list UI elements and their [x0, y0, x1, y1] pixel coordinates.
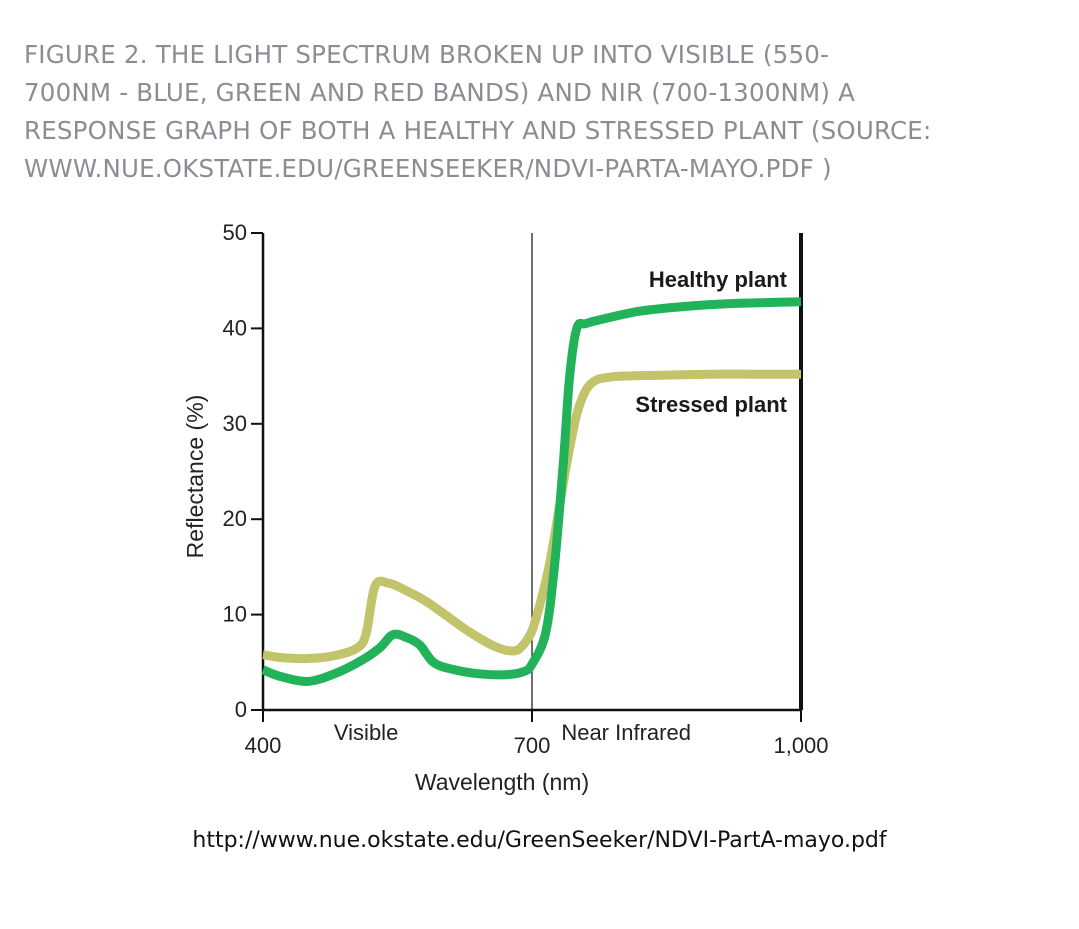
region-label: Visible — [334, 720, 398, 745]
stressed-plant-line — [262, 369, 801, 664]
x-tick-label: 400 — [245, 733, 282, 758]
y-tick-label: 10 — [223, 602, 247, 627]
x-tick-label: 700 — [514, 733, 551, 758]
y-axis-title: Reflectance (%) — [182, 395, 208, 559]
caption-line: 700NM - BLUE, GREEN AND RED BANDS) AND N… — [24, 78, 856, 107]
y-tick-label: 50 — [223, 220, 247, 245]
caption-line: RESPONSE GRAPH OF BOTH A HEALTHY AND STR… — [24, 116, 932, 145]
source-url: http://www.nue.okstate.edu/GreenSeeker/N… — [192, 828, 887, 853]
x-axis-title: Wavelength (nm) — [415, 769, 589, 795]
x-tick-label: 1,000 — [773, 733, 828, 758]
region-label: Near Infrared — [561, 720, 691, 745]
healthy-plant-line — [261, 297, 802, 686]
y-tick-label: 0 — [235, 697, 247, 722]
y-tick-label: 40 — [223, 315, 247, 340]
y-tick-label: 20 — [223, 506, 247, 531]
healthy-plant-label: Healthy plant — [649, 267, 788, 292]
figure-caption: FIGURE 2. THE LIGHT SPECTRUM BROKEN UP I… — [24, 36, 1064, 188]
caption-line: FIGURE 2. THE LIGHT SPECTRUM BROKEN UP I… — [24, 40, 830, 69]
y-tick-label: 30 — [223, 411, 247, 436]
stressed-plant-label: Stressed plant — [635, 392, 787, 417]
caption-line: WWW.NUE.OKSTATE.EDU/GREENSEEKER/NDVI-PAR… — [24, 154, 832, 183]
